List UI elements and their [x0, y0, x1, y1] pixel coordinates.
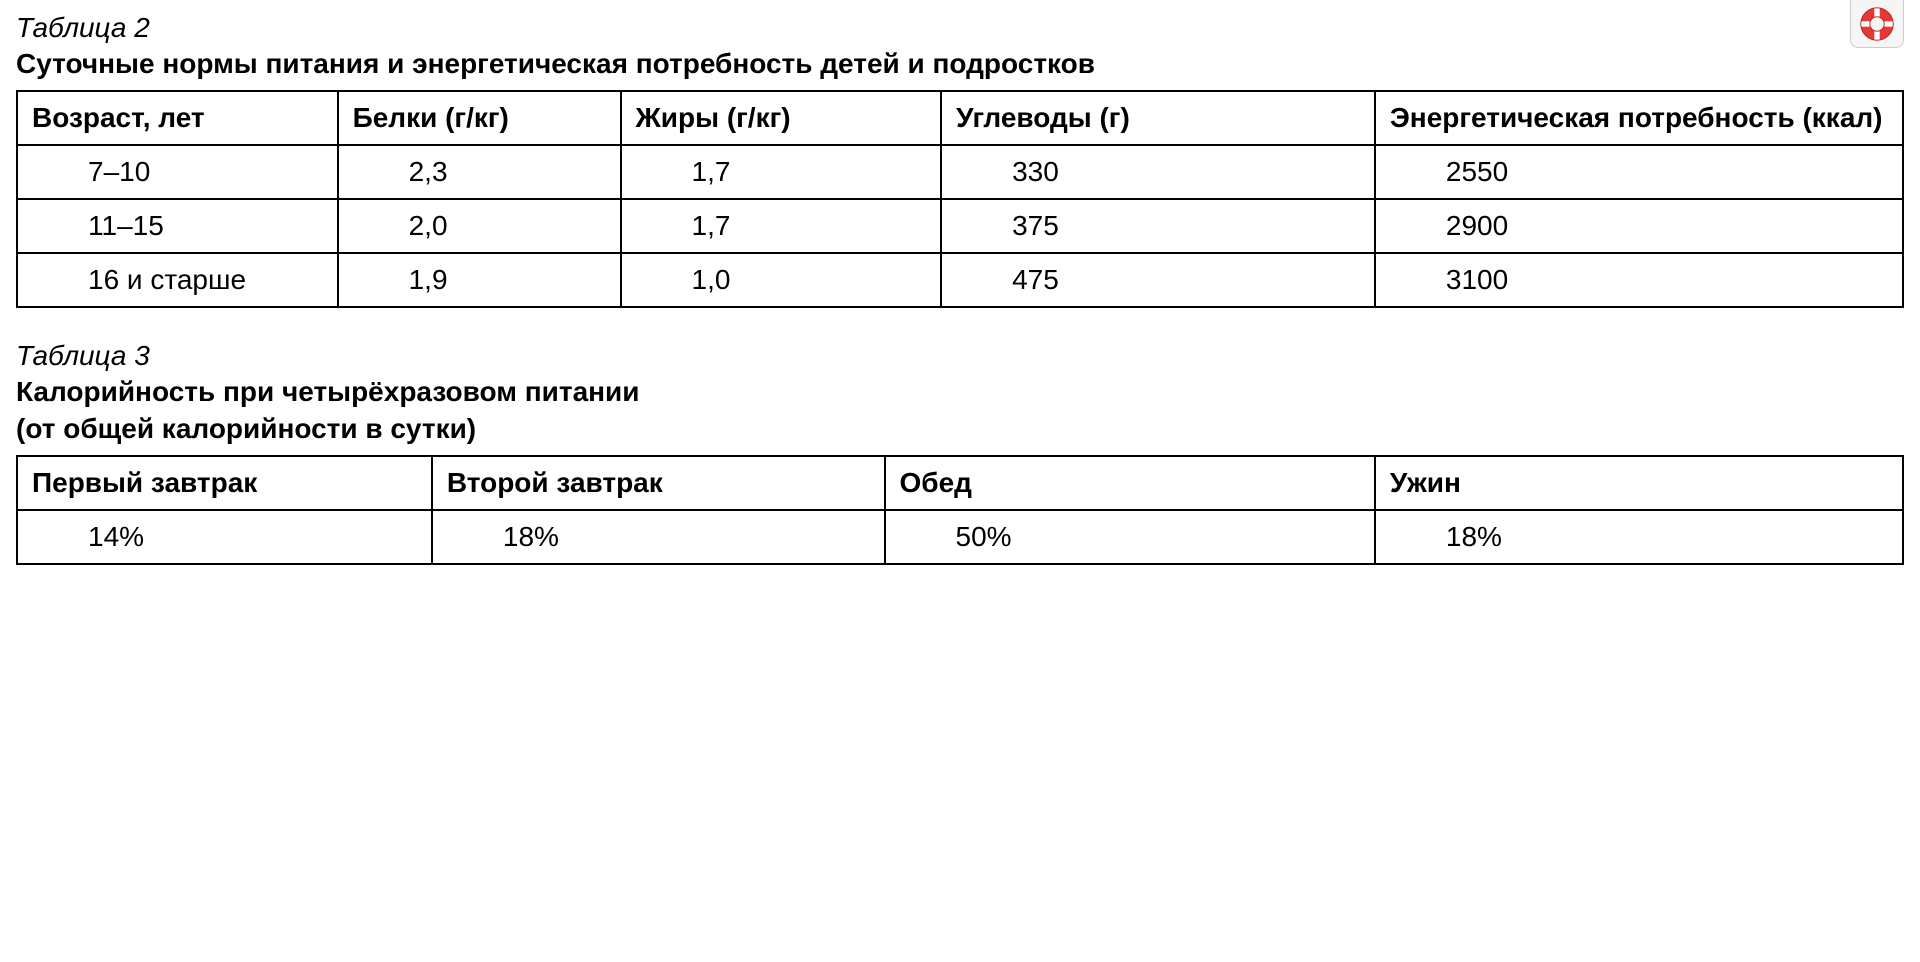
table2-cell: 475	[941, 253, 1375, 307]
table2-cell: 3100	[1375, 253, 1903, 307]
table3-header-0: Первый завтрак	[17, 456, 432, 510]
table3-header-3: Ужин	[1375, 456, 1903, 510]
table3: Первый завтрак Второй завтрак Обед Ужин …	[16, 455, 1904, 565]
table3-header-2: Обед	[885, 456, 1375, 510]
table-row: 11–15 2,0 1,7 375 2900	[17, 199, 1903, 253]
table2-cell: 2550	[1375, 145, 1903, 199]
table2-header-row: Возраст, лет Белки (г/кг) Жиры (г/кг) Уг…	[17, 91, 1903, 145]
table-row: 16 и старше 1,9 1,0 475 3100	[17, 253, 1903, 307]
table2-cell: 16 и старше	[17, 253, 338, 307]
table3-label: Таблица 3	[16, 340, 1904, 372]
table2-cell: 1,0	[621, 253, 942, 307]
table3-title: Калорийность при четырёхразовом питании …	[16, 374, 1904, 447]
table2-cell: 11–15	[17, 199, 338, 253]
table3-cell: 18%	[432, 510, 885, 564]
table2-cell: 1,9	[338, 253, 621, 307]
table2: Возраст, лет Белки (г/кг) Жиры (г/кг) Уг…	[16, 90, 1904, 308]
table2-header-2: Жиры (г/кг)	[621, 91, 942, 145]
table2-cell: 2900	[1375, 199, 1903, 253]
table2-cell: 1,7	[621, 145, 942, 199]
table2-title: Суточные нормы питания и энергетическая …	[16, 46, 1904, 82]
table2-cell: 7–10	[17, 145, 338, 199]
table2-header-0: Возраст, лет	[17, 91, 338, 145]
table3-title-line2: (от общей калорийности в сутки)	[16, 413, 476, 444]
table2-cell: 2,0	[338, 199, 621, 253]
help-button[interactable]	[1850, 0, 1904, 48]
table2-header-3: Углеводы (г)	[941, 91, 1375, 145]
table-row: 7–10 2,3 1,7 330 2550	[17, 145, 1903, 199]
table-row: 14% 18% 50% 18%	[17, 510, 1903, 564]
table3-cell: 18%	[1375, 510, 1903, 564]
table2-cell: 330	[941, 145, 1375, 199]
table3-header-row: Первый завтрак Второй завтрак Обед Ужин	[17, 456, 1903, 510]
table2-cell: 2,3	[338, 145, 621, 199]
table2-cell: 375	[941, 199, 1375, 253]
table2-cell: 1,7	[621, 199, 942, 253]
lifebuoy-icon	[1859, 6, 1895, 42]
table3-cell: 50%	[885, 510, 1375, 564]
table2-header-4: Энергетическая потребность (ккал)	[1375, 91, 1903, 145]
table2-label: Таблица 2	[16, 12, 1904, 44]
table3-cell: 14%	[17, 510, 432, 564]
table3-title-line1: Калорийность при четырёхразовом питании	[16, 376, 639, 407]
table2-header-1: Белки (г/кг)	[338, 91, 621, 145]
table3-header-1: Второй завтрак	[432, 456, 885, 510]
